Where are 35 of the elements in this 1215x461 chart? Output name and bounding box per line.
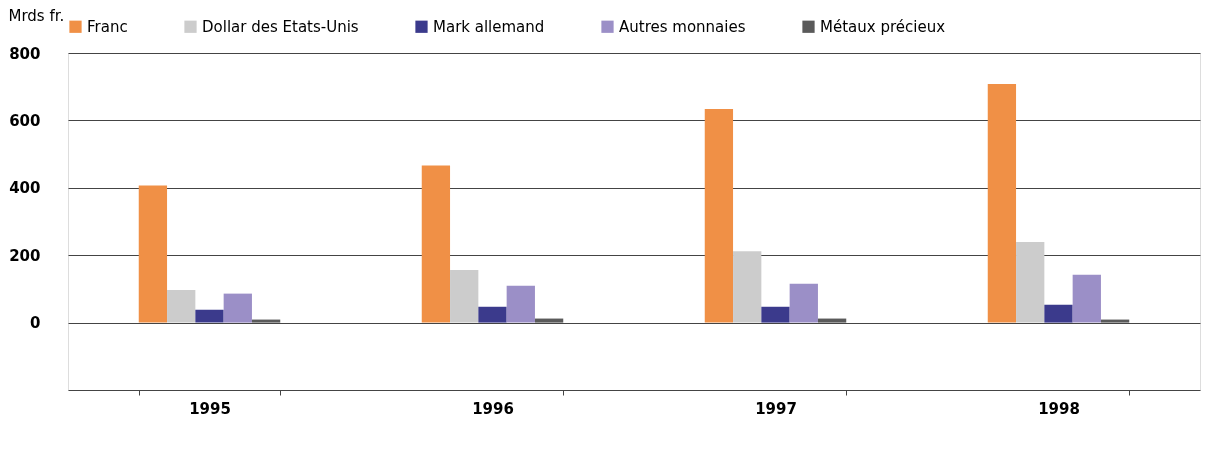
legend-label: Métaux précieux: [820, 17, 946, 36]
bar: [1016, 242, 1045, 323]
bar: [761, 306, 790, 323]
bar: [1044, 304, 1073, 323]
y-tick-label: 200: [9, 246, 41, 265]
legend-label: Autres monnaies: [619, 17, 746, 36]
y-tick-label: 0: [30, 314, 41, 333]
legend-label: Dollar des Etats-Unis: [202, 17, 359, 36]
bar: [251, 319, 281, 323]
bar: [733, 251, 762, 323]
bar: [167, 289, 196, 323]
bar: [421, 165, 451, 323]
bar: [704, 108, 734, 323]
y-axis-title: Mrds fr.: [8, 6, 65, 25]
bar: [138, 185, 168, 323]
bar: [1100, 319, 1130, 323]
x-tick-label: 1995: [189, 399, 231, 418]
x-tick-label: 1998: [1038, 399, 1080, 418]
y-tick-label: 800: [9, 44, 41, 63]
bar: [1072, 274, 1101, 323]
bar: [789, 283, 818, 323]
legend-label: Mark allemand: [433, 17, 545, 36]
y-tick-label: 400: [9, 179, 41, 198]
bar: [195, 309, 224, 323]
bar: [450, 270, 479, 323]
bar: [534, 318, 564, 323]
x-tick-label: 1997: [755, 399, 797, 418]
bar: [987, 84, 1017, 323]
y-tick-label: 600: [9, 111, 41, 130]
x-tick-label: 1996: [472, 399, 514, 418]
bar: [223, 293, 252, 323]
bar: [817, 318, 847, 323]
bar: [506, 285, 535, 323]
bar: [478, 306, 507, 323]
legend-label: Franc: [87, 17, 128, 36]
